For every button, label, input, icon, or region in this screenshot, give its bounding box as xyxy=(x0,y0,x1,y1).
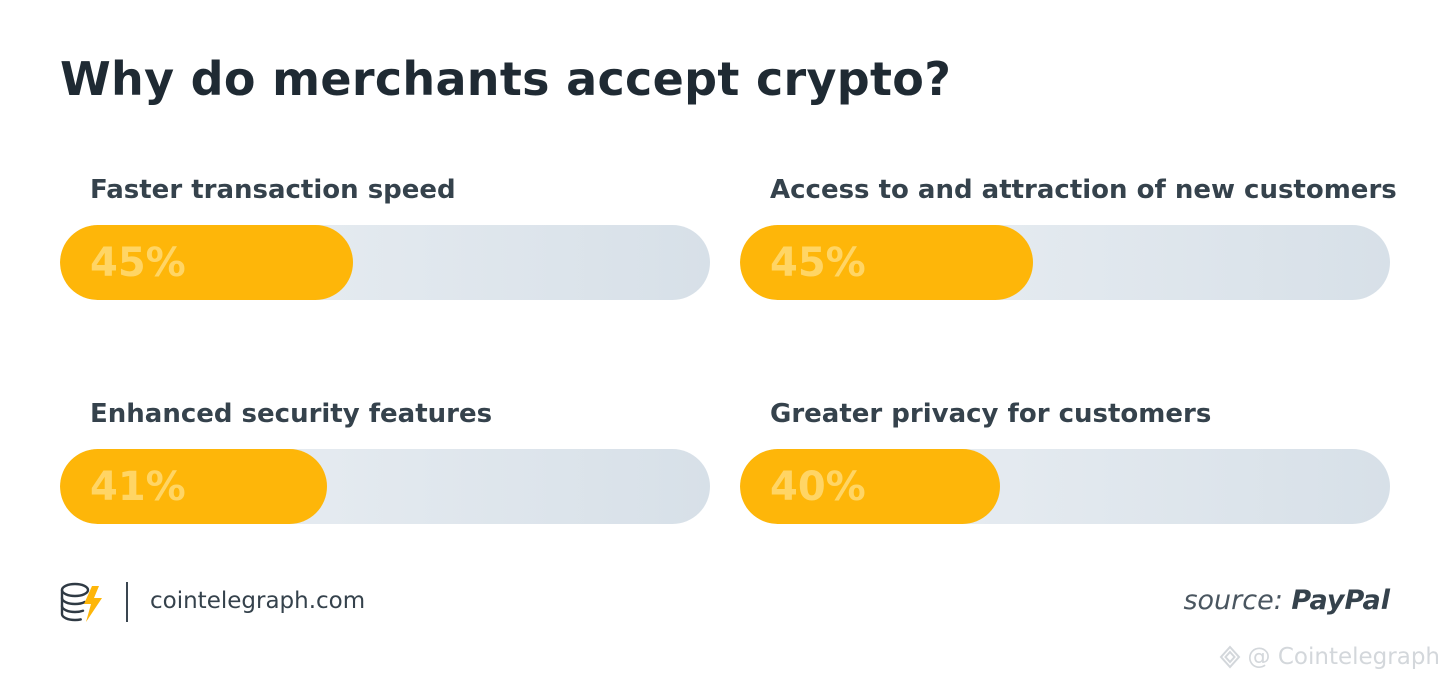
bar-track: 40% xyxy=(740,449,1390,524)
source-name: PayPal xyxy=(1291,585,1390,616)
footer-site-link[interactable]: cointelegraph.com xyxy=(150,588,366,614)
data-label: 41% xyxy=(90,463,186,510)
category-label: Greater privacy for customers xyxy=(770,399,1212,429)
source-label: source: xyxy=(1183,585,1283,616)
category-label: Access to and attraction of new customer… xyxy=(770,175,1397,205)
chart-item: Faster transaction speed 45% xyxy=(60,175,710,315)
data-label: 40% xyxy=(770,463,866,510)
chart-item: Greater privacy for customers 40% xyxy=(740,399,1390,539)
category-label: Enhanced security features xyxy=(90,399,493,429)
bar xyxy=(60,225,353,300)
bar-track: 45% xyxy=(60,225,710,300)
chart-title: Why do merchants accept crypto? xyxy=(60,52,952,106)
bar-track: 45% xyxy=(740,225,1390,300)
chart-item: Access to and attraction of new customer… xyxy=(740,175,1397,315)
bar xyxy=(740,225,1033,300)
bar-track: 41% xyxy=(60,449,710,524)
chart-item: Enhanced security features 41% xyxy=(60,399,710,539)
watermark: @ Cointelegraph xyxy=(1218,644,1440,670)
watermark-logo-icon xyxy=(1219,645,1240,669)
data-label: 45% xyxy=(770,239,866,286)
cointelegraph-logo-icon xyxy=(60,582,102,622)
footer-divider xyxy=(126,582,128,622)
source-credit: source: PayPal xyxy=(1183,585,1390,616)
data-label: 45% xyxy=(90,239,186,286)
category-label: Faster transaction speed xyxy=(90,175,456,205)
watermark-text: @ Cointelegraph xyxy=(1247,644,1440,670)
bar xyxy=(740,449,1000,524)
bar xyxy=(60,449,327,524)
